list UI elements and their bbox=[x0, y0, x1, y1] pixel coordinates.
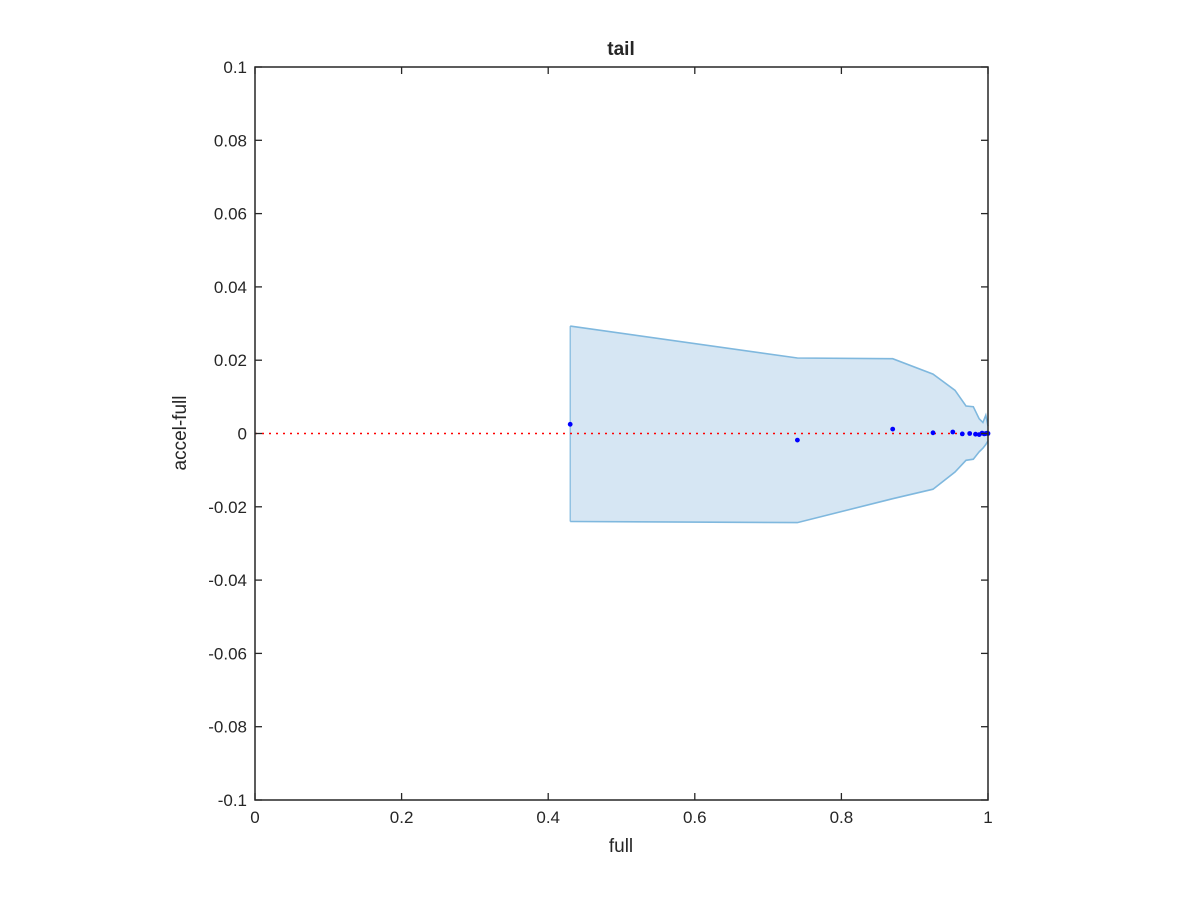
y-tick-label: -0.02 bbox=[208, 498, 247, 517]
y-axis-ticks: -0.1 -0.08 -0.06 -0.04 -0.02 0 0.02 0.04 0.06 0.0… bbox=[208, 58, 988, 810]
data-point bbox=[567, 421, 573, 427]
y-tick-label: 0.02 bbox=[214, 351, 247, 370]
confidence-band-fill bbox=[570, 326, 988, 523]
band-upper-edge bbox=[570, 325, 989, 427]
data-point bbox=[950, 429, 956, 435]
data-point bbox=[930, 430, 936, 436]
data-point bbox=[959, 431, 965, 437]
y-tick-label: -0.08 bbox=[208, 718, 247, 737]
chart-title: tail bbox=[607, 39, 634, 60]
y-tick-label: 0.08 bbox=[214, 131, 247, 150]
y-tick-label: -0.06 bbox=[208, 644, 247, 663]
x-tick-label: 0.2 bbox=[390, 808, 414, 827]
data-point bbox=[795, 437, 800, 443]
x-tick-label: 0.6 bbox=[683, 808, 707, 827]
x-axis-label: full bbox=[609, 836, 633, 857]
y-axis-label: accel-full bbox=[170, 396, 191, 471]
x-axis-ticks: 0 0.2 0.4 0.6 0.8 1 bbox=[250, 67, 993, 827]
data-point bbox=[890, 426, 896, 432]
data-points-layer bbox=[567, 421, 991, 443]
y-tick-label: 0.06 bbox=[214, 205, 247, 224]
y-tick-label: 0.04 bbox=[214, 278, 247, 297]
data-point bbox=[967, 431, 973, 436]
x-tick-label: 0.8 bbox=[830, 808, 854, 827]
x-tick-label: 1 bbox=[983, 808, 992, 827]
band-lower-edge bbox=[570, 440, 989, 524]
y-tick-label: 0 bbox=[238, 425, 247, 444]
y-tick-label: -0.04 bbox=[208, 571, 247, 590]
y-tick-label: -0.1 bbox=[218, 791, 247, 810]
y-tick-label: 0.1 bbox=[223, 58, 247, 77]
data-point bbox=[973, 431, 978, 437]
x-tick-label: 0.4 bbox=[536, 808, 560, 827]
x-tick-label: 0 bbox=[250, 808, 259, 827]
